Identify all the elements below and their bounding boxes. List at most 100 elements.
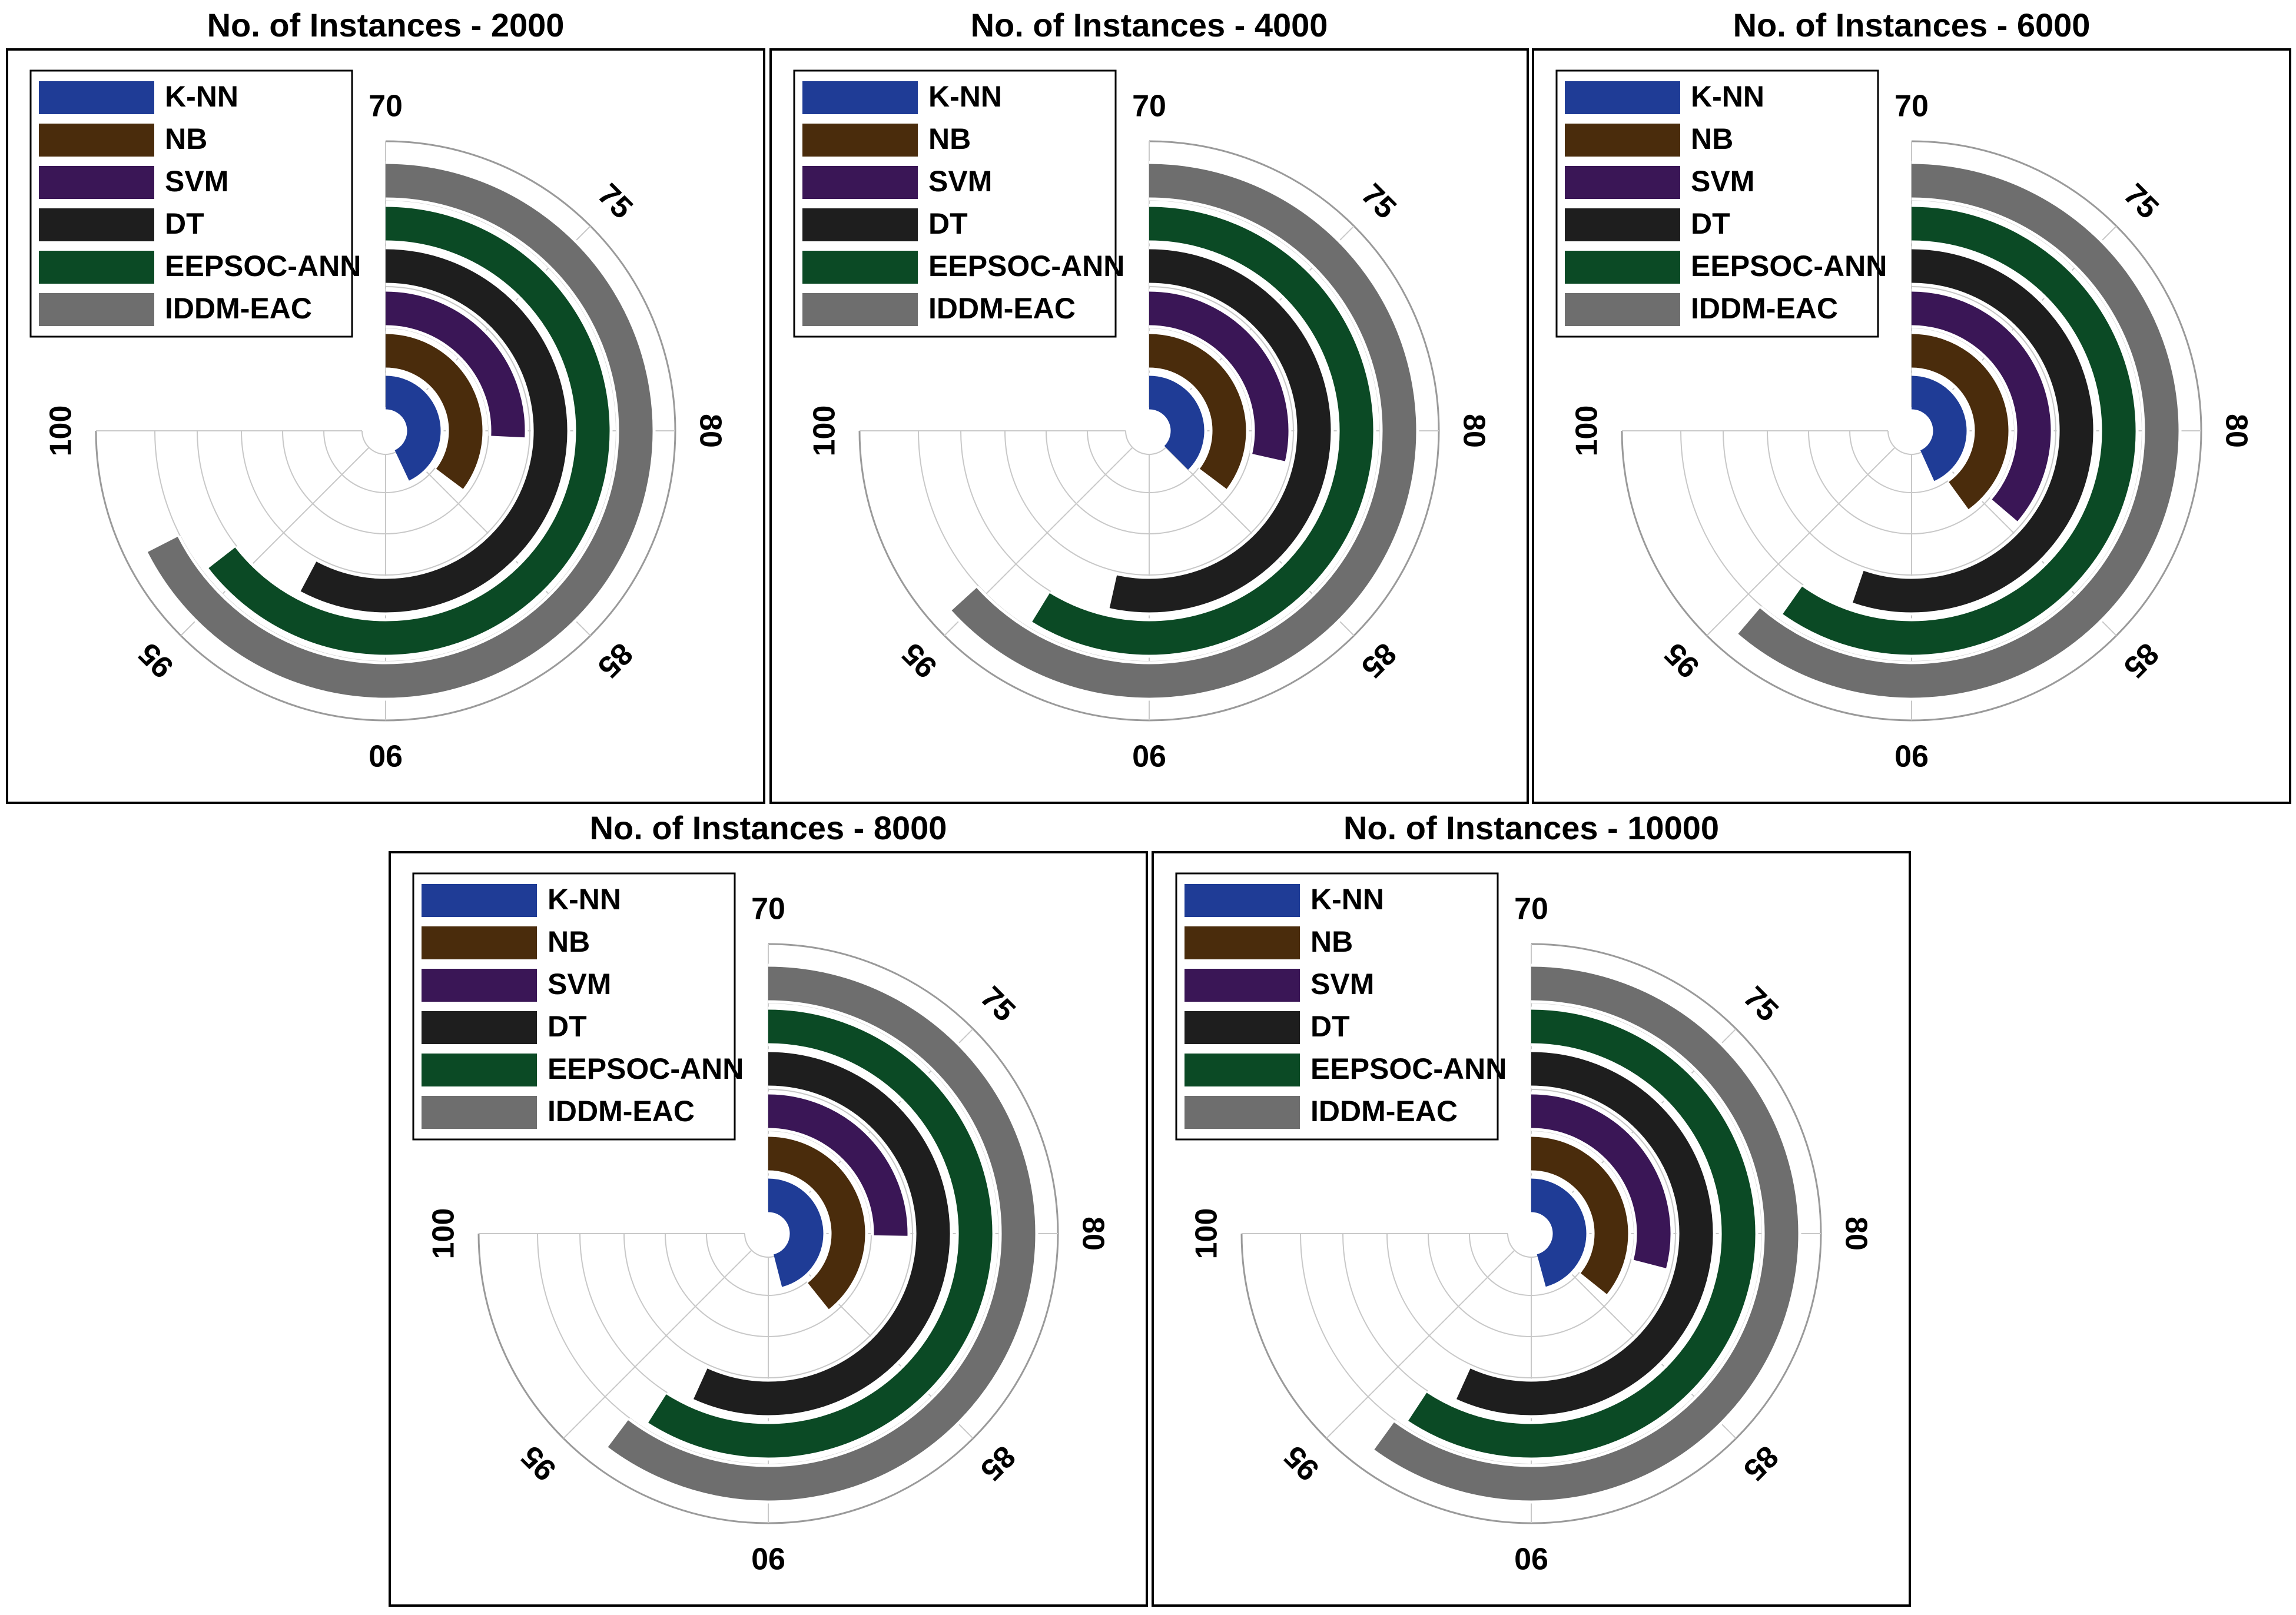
bar-svm <box>1149 291 1289 461</box>
chart-panel-4: No. of Instances - 8000 70 75 80 85 90 95 100 K-… <box>389 809 1148 1607</box>
chart-title: No. of Instances - 2000 <box>207 6 565 44</box>
bar-k-nn <box>1148 375 1205 470</box>
tick-label: 70 <box>369 89 403 124</box>
legend-label: DT <box>165 207 204 240</box>
legend: K-NN NB SVM DT EEPSOC-ANN IDDM-EAC <box>412 872 744 1141</box>
chart-title: No. of Instances - 6000 <box>1733 6 2091 44</box>
chart-title: No. of Instances - 8000 <box>590 809 947 846</box>
angular-tick-labels: 70 75 80 85 90 95 100 <box>427 892 1110 1576</box>
legend-swatch <box>1185 969 1300 1002</box>
legend-swatch <box>1185 926 1300 959</box>
panel-frame <box>389 851 1148 1607</box>
grid-spoke <box>563 1250 752 1439</box>
bar-iddm-eac <box>951 164 1416 698</box>
tick-label: 85 <box>1355 636 1403 684</box>
tick-label: 70 <box>751 892 785 926</box>
legend-swatch <box>1565 251 1680 284</box>
legend-swatch <box>1565 293 1680 326</box>
legend-swatch <box>802 124 918 157</box>
bar-k-nn <box>767 1178 824 1287</box>
bar-dt <box>1456 1052 1713 1415</box>
bar-svm <box>385 291 525 438</box>
bar-k-nn <box>1910 375 1967 481</box>
bar-nb <box>1149 334 1246 489</box>
legend-swatch <box>39 208 154 241</box>
legend-label: EEPSOC-ANN <box>928 250 1124 283</box>
tick-label: 75 <box>2117 177 2165 225</box>
legend-box <box>1555 69 1879 338</box>
tick-label: 85 <box>974 1439 1022 1487</box>
bar-eepsoc-ann <box>1783 207 2136 655</box>
tick-label: 90 <box>751 1541 785 1575</box>
tick-label: 95 <box>1278 1439 1326 1487</box>
legend-label: IDDM-EAC <box>1691 292 1838 325</box>
bar-svm <box>768 1094 908 1236</box>
legend-swatch <box>422 926 537 959</box>
legend-label: NB <box>548 925 590 958</box>
legend-label: K-NN <box>1310 883 1384 916</box>
legend-label: IDDM-EAC <box>928 292 1076 325</box>
bar-dt <box>1853 249 2093 613</box>
legend-swatch <box>802 81 918 114</box>
legend-swatch <box>422 1011 537 1044</box>
legend-label: K-NN <box>928 80 1002 113</box>
panel-frame <box>6 48 765 804</box>
bar-iddm-eac <box>1738 164 2179 698</box>
legend-box <box>29 69 353 338</box>
bar-eepsoc-ann <box>1032 207 1373 655</box>
legend-label: EEPSOC-ANN <box>548 1052 744 1085</box>
legend-label: K-NN <box>165 80 238 113</box>
bar-nb <box>1911 334 2009 510</box>
bar-k-nn <box>384 375 441 481</box>
tick-label: 90 <box>369 738 403 772</box>
legend-label: K-NN <box>1691 80 1764 113</box>
tick-label: 75 <box>591 177 639 225</box>
legend-swatch <box>422 969 537 1002</box>
legend: K-NN NB SVM DT EEPSOC-ANN IDDM-EAC <box>793 69 1124 338</box>
chart-title: No. of Instances - 4000 <box>971 6 1328 44</box>
bar-dt <box>300 249 568 613</box>
chart-panel-2: No. of Instances - 4000 70 75 80 85 90 95 100 K-… <box>769 6 1529 804</box>
legend-swatch <box>422 1054 537 1086</box>
tick-label: 100 <box>1190 1208 1224 1260</box>
legend-swatch <box>39 293 154 326</box>
chart-title: No. of Instances - 10000 <box>1343 809 1719 846</box>
bar-svm <box>1531 1094 1671 1268</box>
tick-label: 95 <box>515 1439 563 1487</box>
chart-panel-3: No. of Instances - 6000 70 75 80 85 90 95 100 K-… <box>1532 6 2291 804</box>
tick-label: 80 <box>1456 414 1491 448</box>
legend: K-NN NB SVM DT EEPSOC-ANN IDDM-EAC <box>1175 872 1507 1141</box>
bar-eepsoc-ann <box>1408 1009 1756 1458</box>
legend-label: IDDM-EAC <box>548 1095 695 1128</box>
tick-label: 85 <box>591 636 639 684</box>
legend-label: DT <box>928 207 968 240</box>
tick-label: 85 <box>1737 1439 1785 1487</box>
bar-dt <box>694 1052 950 1415</box>
legend-label: SVM <box>1310 968 1374 1001</box>
legend-label: SVM <box>1691 165 1754 198</box>
legend-swatch <box>1565 166 1680 199</box>
panel-frame <box>1152 851 1911 1607</box>
legend-swatch <box>1185 1054 1300 1086</box>
legend-label: IDDM-EAC <box>1310 1095 1458 1128</box>
legend-label: NB <box>165 122 207 155</box>
panel-frame <box>769 48 1529 804</box>
tick-label: 80 <box>2219 414 2253 448</box>
bar-nb <box>768 1137 865 1310</box>
legend-swatch <box>1565 81 1680 114</box>
legend-swatch <box>802 208 918 241</box>
legend-label: EEPSOC-ANN <box>1691 250 1887 283</box>
legend-swatch <box>39 124 154 157</box>
legend-label: EEPSOC-ANN <box>165 250 361 283</box>
legend-swatch <box>422 1096 537 1129</box>
legend-label: SVM <box>548 968 611 1001</box>
tick-label: 100 <box>427 1208 461 1260</box>
bar-iddm-eac <box>147 164 653 698</box>
legend-box <box>1175 872 1499 1141</box>
tick-label: 95 <box>895 636 944 684</box>
tick-label: 95 <box>132 636 180 684</box>
legend-label: DT <box>548 1010 587 1043</box>
bar-eepsoc-ann <box>208 207 610 655</box>
bar-eepsoc-ann <box>648 1009 993 1458</box>
